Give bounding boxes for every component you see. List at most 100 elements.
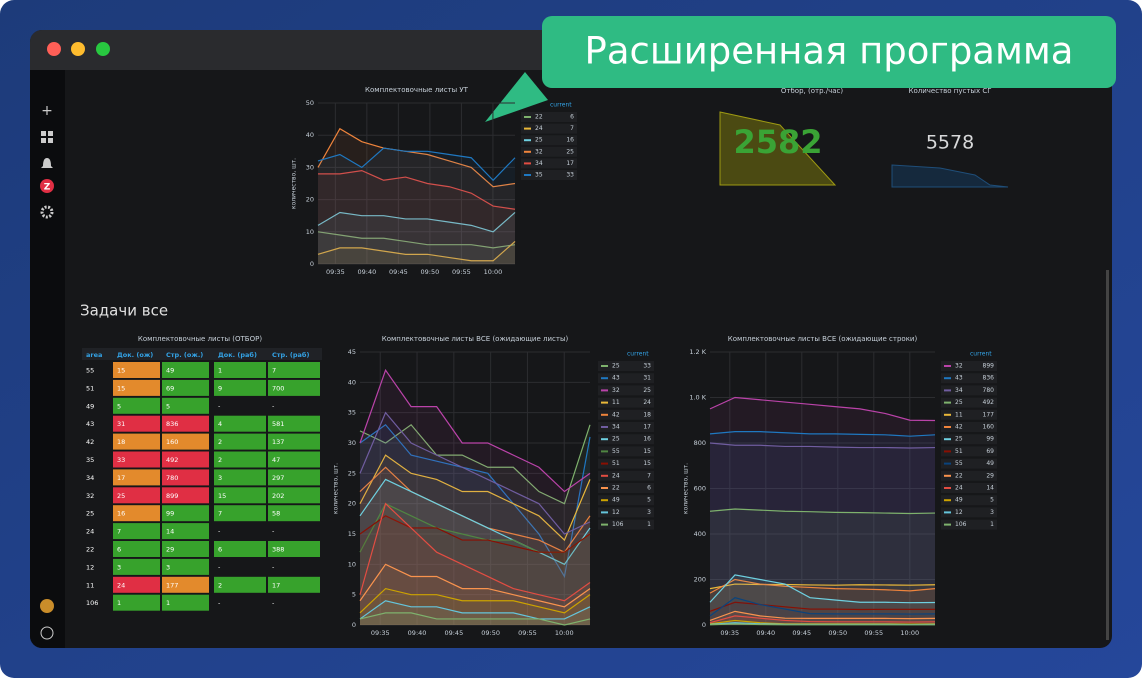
panel-title: Комплектовочные листы УТ — [365, 86, 469, 94]
close-button[interactable] — [47, 42, 61, 56]
legend-row — [521, 170, 577, 180]
cell-text: 29 — [166, 546, 174, 554]
column-header: Док. (раб) — [218, 351, 257, 359]
table-cell — [214, 362, 266, 378]
table-cell — [214, 433, 266, 450]
table-cell — [268, 576, 320, 593]
x-tick-label: 09:55 — [452, 268, 471, 276]
legend-name: 32 — [955, 363, 963, 370]
badge — [542, 16, 1116, 88]
legend-row — [521, 158, 577, 169]
y-axis-label: количество, шт. — [333, 463, 340, 514]
legend-row — [941, 458, 997, 469]
line — [359, 411, 591, 535]
alerts-icon[interactable] — [41, 158, 53, 168]
legend-swatch — [601, 377, 608, 380]
badge-text: Расширенная программа — [585, 30, 1074, 73]
legend-row — [598, 422, 654, 432]
cell-text: 24 — [86, 528, 94, 536]
legend-swatch — [944, 511, 951, 514]
cell-text: 4 — [218, 420, 222, 428]
legend-swatch — [524, 162, 531, 165]
table-header — [82, 348, 322, 360]
legend-current: 69 — [986, 448, 994, 455]
legend-swatch — [601, 365, 608, 367]
minimize-button[interactable] — [71, 42, 85, 56]
cell-text: 15 — [117, 367, 125, 375]
table-cell — [214, 505, 266, 522]
area-fill — [360, 370, 590, 625]
legend-row — [941, 470, 997, 481]
x-tick-label: 09:40 — [408, 629, 427, 637]
cell-text: 106 — [86, 599, 98, 607]
legend-name: 49 — [612, 497, 620, 504]
dashboards-icon[interactable] — [41, 131, 53, 143]
legend-swatch — [944, 499, 951, 502]
area-fill — [360, 564, 590, 625]
stat-title: Отбор, (отр./час) — [781, 87, 843, 95]
settings-icon[interactable] — [40, 205, 54, 219]
legend-swatch — [944, 389, 951, 392]
cell-text: 297 — [272, 474, 284, 482]
line — [709, 615, 936, 624]
table-cell — [113, 523, 160, 540]
legend-current: 492 — [983, 399, 995, 406]
legend-row — [598, 519, 654, 530]
legend-row — [941, 483, 997, 493]
legend-row — [521, 146, 577, 157]
cell-text: 17 — [117, 474, 125, 482]
cell-text: 49 — [86, 402, 94, 410]
table-cell — [162, 451, 209, 468]
cell-text: 780 — [166, 474, 178, 482]
zabbix-icon[interactable] — [40, 179, 54, 193]
legend-swatch — [601, 450, 608, 453]
legend-row — [598, 373, 654, 384]
cell-text: 836 — [166, 420, 178, 428]
legend-name: 49 — [955, 497, 963, 504]
y-tick-label: 20 — [306, 196, 314, 204]
table-cell — [113, 576, 160, 593]
legend-name: 42 — [955, 424, 963, 431]
area-fill — [318, 212, 515, 264]
legend-row — [521, 112, 577, 122]
legend-name: 25 — [535, 137, 543, 144]
legend-current: 3 — [647, 509, 651, 516]
stat-sparkline — [719, 111, 837, 186]
cell-text: - — [272, 402, 275, 410]
y-tick-label: 25 — [348, 469, 356, 477]
x-tick-label: 09:35 — [371, 629, 390, 637]
area-fill — [710, 431, 935, 625]
table-cell — [113, 505, 160, 522]
cell-text: 7 — [218, 510, 222, 518]
user-avatar[interactable] — [40, 599, 54, 613]
cell-text: - — [218, 563, 221, 571]
column-header: Стр. (раб) — [272, 351, 309, 359]
y-axis-label: количество, шт. — [291, 158, 298, 209]
legend-row — [598, 458, 654, 469]
table-cell — [268, 541, 320, 557]
legend-name: 12 — [955, 509, 963, 516]
line — [359, 515, 591, 553]
legend-swatch — [601, 401, 608, 404]
legend-current: 899 — [983, 363, 995, 370]
help-icon[interactable] — [40, 626, 54, 640]
table-cell — [162, 362, 209, 378]
maximize-button[interactable] — [96, 42, 110, 56]
x-tick-label: 09:55 — [864, 629, 883, 637]
y-tick-label: 5 — [352, 591, 356, 599]
legend-name: 106 — [955, 521, 967, 528]
legend-current: 1 — [990, 521, 994, 528]
table-cell — [162, 558, 209, 575]
legend-row — [521, 123, 577, 134]
add-icon[interactable]: + — [41, 103, 53, 119]
line — [317, 241, 516, 262]
cell-text: 137 — [272, 438, 284, 446]
table-cell — [214, 451, 266, 468]
column-header: Стр. (ож.) — [166, 351, 203, 359]
legend-name: 43 — [955, 375, 963, 382]
y-tick-label: 30 — [306, 163, 314, 171]
legend-current: 3 — [990, 509, 994, 516]
y-tick-label: 15 — [348, 530, 356, 538]
legend-swatch — [944, 401, 951, 404]
